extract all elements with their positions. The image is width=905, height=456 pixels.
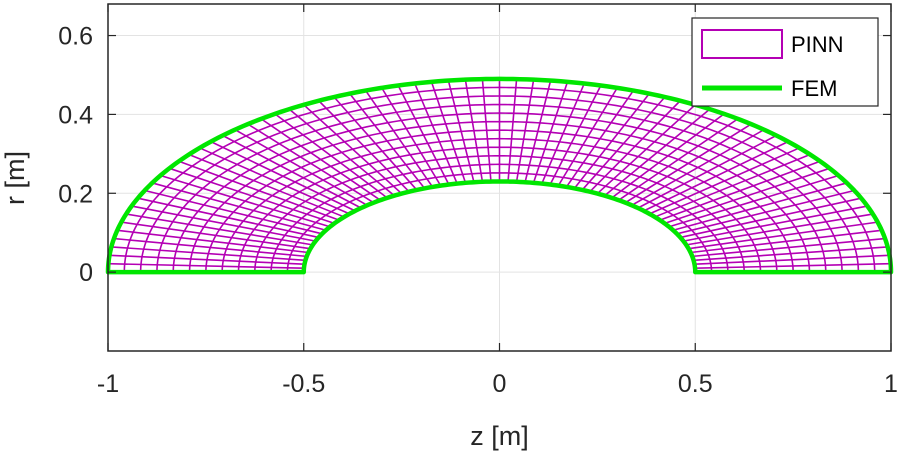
pinn-radial-line-22 — [611, 113, 725, 199]
x-tick-label-0: -1 — [97, 370, 119, 398]
pinn-radial-line-3 — [693, 246, 888, 262]
pinn-radial-line-10 — [676, 189, 855, 235]
legend-swatch-pinn — [701, 29, 783, 59]
pinn-radial-line-71 — [108, 262, 304, 269]
pinn-radial-line-51 — [260, 118, 381, 201]
legend: PINN FEM — [691, 17, 879, 107]
pinn-radial-line-55 — [210, 140, 356, 212]
pinn-radial-line-14 — [659, 160, 821, 221]
pinn-radial-line-9 — [680, 197, 862, 239]
pinn-radial-line-4 — [692, 237, 886, 258]
pinn-radial-line-34 — [515, 79, 535, 182]
pinn-radial-line-61 — [152, 182, 327, 232]
pinn-radial-line-21 — [618, 118, 739, 201]
pinn-radial-line-52 — [247, 123, 375, 204]
pinn-radial-line-37 — [481, 79, 492, 182]
pinn-radial-line-62 — [144, 189, 323, 235]
x-axis-label: z [m] — [470, 421, 529, 451]
pinn-radial-line-25 — [589, 100, 681, 193]
pinn-radial-line-7 — [686, 213, 874, 246]
pinn-radial-line-17 — [643, 140, 789, 212]
y-tick-label-2: 0.4 — [58, 101, 93, 129]
pinn-radial-line-1 — [695, 262, 891, 269]
pinn-radial-line-42 — [397, 85, 450, 185]
pinn-radial-line-41 — [414, 83, 458, 184]
pinn-radial-line-56 — [199, 147, 350, 215]
pinn-radial-line-16 — [649, 147, 800, 215]
legend-label-pinn: PINN — [791, 32, 844, 57]
pinn-radial-line-12 — [668, 174, 839, 228]
pinn-radial-line-30 — [549, 85, 602, 185]
pinn-radial-line-44 — [364, 90, 434, 188]
pinn-radial-line-32 — [532, 81, 569, 184]
x-tick-label-3: 0.5 — [678, 370, 713, 398]
pinn-radial-line-45 — [349, 93, 426, 189]
pinn-radial-line-33 — [524, 80, 552, 183]
pinn-radial-line-18 — [637, 134, 777, 209]
pinn-radial-line-69 — [111, 246, 306, 262]
x-tick-label-4: 1 — [884, 370, 898, 398]
pinn-radial-line-28 — [565, 90, 635, 188]
pinn-radial-line-46 — [333, 96, 418, 191]
pinn-radial-line-38 — [464, 79, 484, 182]
pinn-radial-line-5 — [690, 229, 882, 254]
pinn-radial-line-31 — [541, 83, 585, 184]
x-tick-label-1: -0.5 — [282, 370, 325, 398]
pinn-radial-line-15 — [654, 153, 811, 218]
pinn-radial-line-65 — [125, 213, 313, 246]
y-tick-label-3: 0.6 — [58, 23, 93, 51]
pinn-radial-line-66 — [121, 221, 311, 250]
pinn-radial-line-60 — [160, 174, 331, 228]
y-tick-label-0: 0 — [79, 259, 93, 287]
pinn-radial-line-63 — [137, 197, 319, 239]
pinn-radial-line-40 — [430, 81, 467, 184]
pinn-radial-line-27 — [573, 93, 650, 189]
pinn-radial-line-64 — [131, 205, 316, 242]
pinn-radial-line-67 — [117, 229, 309, 254]
pinn-radial-line-50 — [274, 113, 388, 199]
pinn-radial-line-59 — [169, 167, 335, 225]
pinn-radial-line-20 — [624, 123, 752, 204]
pinn-radial-line-68 — [113, 237, 307, 258]
pinn-radial-line-2 — [694, 254, 890, 266]
pinn-radial-line-49 — [288, 108, 395, 197]
legend-label-fem: FEM — [791, 76, 837, 101]
pinn-radial-line-24 — [596, 104, 696, 195]
pinn-radial-line-8 — [683, 205, 868, 242]
pinn-radial-line-54 — [222, 134, 362, 209]
pinn-radial-line-13 — [664, 167, 830, 225]
pinn-radial-line-57 — [188, 153, 345, 218]
pinn-radial-line-47 — [318, 100, 410, 193]
pinn-radial-line-43 — [381, 87, 442, 187]
pinn-radial-line-58 — [178, 160, 340, 221]
pinn-radial-line-11 — [672, 182, 847, 232]
ticks — [107, 4, 892, 351]
legend-box — [691, 17, 879, 107]
pinn-radial-line-19 — [631, 128, 765, 206]
tick-labels: -1 -0.5 0 0.5 1 0 0.2 0.4 0.6 — [58, 23, 898, 398]
pinn-radial-line-39 — [447, 80, 475, 183]
y-tick-label-1: 0.2 — [58, 180, 93, 208]
pinn-radial-line-35 — [507, 79, 518, 182]
pinn-radial-line-48 — [303, 104, 403, 195]
pinn-radial-line-26 — [581, 96, 666, 191]
x-tick-label-2: 0 — [493, 370, 507, 398]
pinn-radial-line-53 — [234, 128, 368, 206]
y-axis-label: r [m] — [0, 151, 30, 205]
pinn-radial-line-29 — [557, 87, 618, 187]
pinn-radial-line-70 — [109, 254, 305, 266]
pinn-radial-line-23 — [604, 108, 711, 197]
pinn-radial-line-6 — [688, 221, 878, 250]
